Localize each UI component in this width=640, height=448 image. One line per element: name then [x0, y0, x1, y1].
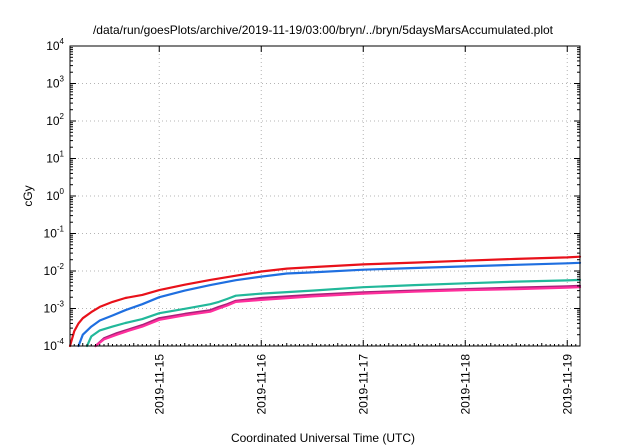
x-tick-label: 2019-11-19 — [560, 354, 574, 415]
y-tick-exponent: 0 — [60, 187, 65, 196]
y-tick-base: 10 — [46, 189, 60, 203]
y-tick-exponent: -4 — [57, 337, 65, 346]
series-line-2 — [77, 261, 582, 348]
y-tick-label: 10-1 — [44, 225, 65, 241]
x-axis-label: Coordinated Universal Time (UTC) — [231, 431, 415, 445]
series-line-3 — [85, 278, 582, 348]
y-tick-base: 10 — [44, 227, 58, 241]
x-tick-label: 2019-11-18 — [458, 354, 472, 415]
y-tick-base: 10 — [46, 39, 60, 53]
x-tick-label: 2019-11-17 — [356, 354, 370, 415]
x-tick-label: 2019-11-16 — [254, 354, 268, 415]
y-tick-exponent: -3 — [57, 300, 65, 309]
y-tick-base: 10 — [46, 77, 60, 91]
y-tick-base: 10 — [46, 152, 60, 166]
grid — [70, 46, 580, 346]
y-tick-base: 10 — [44, 339, 58, 353]
series-line-5 — [94, 286, 582, 348]
y-tick-label: 101 — [46, 150, 64, 166]
y-tick-exponent: -1 — [57, 225, 65, 234]
y-tick-label: 10-3 — [44, 300, 65, 316]
y-tick-label: 100 — [46, 187, 64, 203]
chart-title: /data/run/goesPlots/archive/2019-11-19/0… — [93, 23, 554, 37]
y-tick-label: 103 — [46, 75, 64, 91]
y-tick-label: 104 — [46, 37, 64, 53]
y-tick-label: 10-2 — [44, 262, 65, 278]
y-tick-label: 10-4 — [44, 337, 65, 353]
x-tick-label: 2019-11-15 — [152, 354, 166, 415]
y-tick-exponent: 2 — [60, 112, 65, 121]
y-tick-base: 10 — [44, 264, 58, 278]
y-tick-exponent: 3 — [60, 75, 65, 84]
y-tick-base: 10 — [46, 114, 60, 128]
y-tick-base: 10 — [44, 302, 58, 316]
y-axis-label: cGy — [21, 185, 35, 206]
x-axis: 2019-11-15 2019-11-16 2019-11-17 2019-11-18… — [69, 46, 581, 415]
series-line-1 — [68, 255, 582, 348]
y-tick-label: 102 — [46, 112, 64, 128]
series-group — [68, 255, 582, 348]
y-tick-exponent: -2 — [57, 262, 65, 271]
y-tick-exponent: 4 — [60, 37, 65, 46]
y-tick-exponent: 1 — [60, 150, 65, 159]
